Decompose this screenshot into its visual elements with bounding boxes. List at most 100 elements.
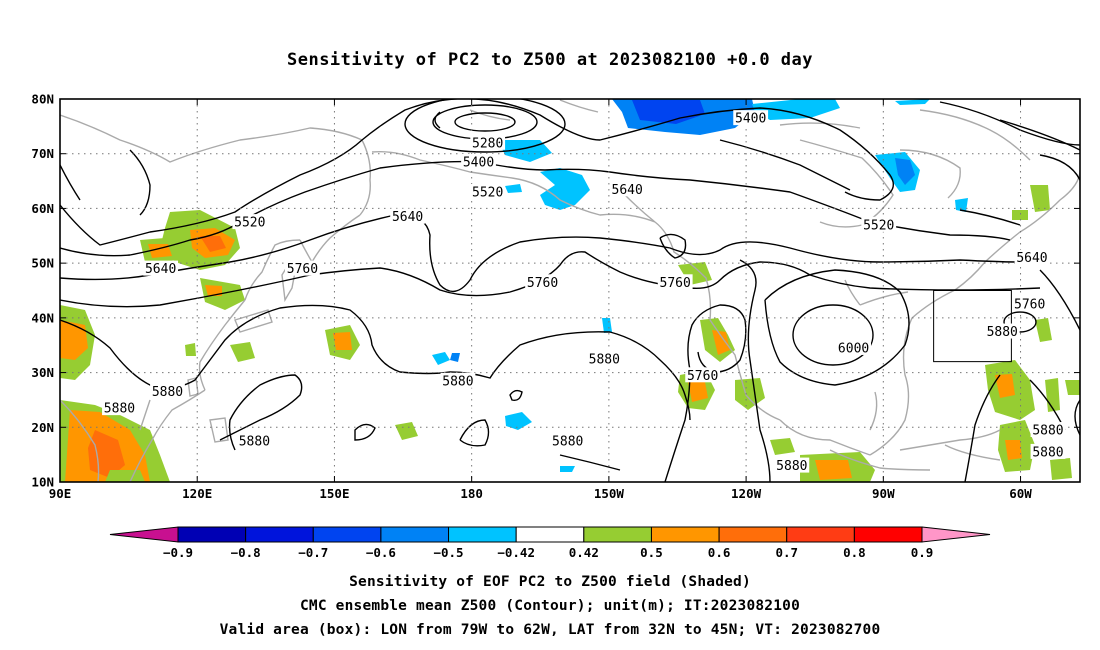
contour-label: 5880 — [589, 352, 620, 367]
contour-label: 5400 — [735, 112, 766, 127]
lon-tick-label: 60W — [1009, 486, 1032, 501]
lon-tick-label: 150W — [594, 486, 625, 501]
contour-label-bg — [1014, 249, 1050, 265]
map-frame — [59, 98, 1081, 483]
contour-label: 5880 — [552, 434, 583, 449]
lat-tick-label: 10N — [31, 475, 54, 490]
footer-line-3: Valid area (box): LON from 79W to 62W, L… — [219, 622, 881, 638]
lon-tick-label: 120E — [182, 486, 212, 501]
contour-label-bg — [984, 323, 1020, 339]
colorbar-segment — [448, 526, 517, 543]
colorbar-segment — [312, 526, 382, 543]
contour-label-bg — [470, 184, 506, 200]
lat-tick-label: 70N — [31, 146, 54, 161]
colorbar-segment — [515, 526, 585, 543]
contour-label-bg — [461, 153, 496, 169]
colorbar-segment — [245, 526, 314, 543]
lat-tick-label: 60N — [31, 201, 54, 216]
contour-label-bg — [440, 372, 476, 388]
colorbar-label: −0.5 — [433, 545, 463, 560]
contour-label-bg — [525, 274, 560, 290]
contour-label: 5640 — [612, 183, 643, 198]
contour-label: 5280 — [472, 136, 503, 151]
contour-label: 5880 — [104, 402, 135, 417]
contour-label: 5400 — [463, 155, 494, 170]
colorbar-label: 0.8 — [843, 545, 866, 560]
map-axis-ticks — [59, 98, 1080, 483]
lon-tick-label: 90E — [49, 486, 72, 501]
contour-label: 5520 — [863, 218, 894, 233]
contour-label: 6000 — [838, 341, 869, 356]
lon-tick-label: 180 — [460, 486, 483, 501]
contour-label: 5760 — [1014, 298, 1045, 313]
lat-tick-label: 80N — [31, 92, 54, 107]
contour-label-bg — [390, 208, 426, 224]
footer-line-2: CMC ensemble mean Z500 (Contour); unit(m… — [299, 598, 801, 614]
colorbar-max-arrow — [921, 526, 991, 543]
colorbar-label: 0.42 — [569, 545, 599, 560]
colorbar-label: 0.9 — [911, 545, 934, 560]
contour-label: 5760 — [527, 276, 558, 291]
contour-label: 5640 — [145, 262, 176, 277]
contour-label: 5880 — [152, 385, 183, 400]
contour-label-bg — [470, 134, 506, 150]
colorbar-segment — [786, 526, 855, 543]
lat-tick-label: 40N — [31, 310, 54, 325]
colorbar-label: −0.42 — [497, 545, 535, 560]
contour-label-bg — [609, 181, 645, 197]
contour-label-bg — [861, 216, 897, 232]
contour-label: 5640 — [392, 210, 423, 225]
contour-label-bg — [836, 339, 871, 355]
lon-tick-label: 120W — [731, 486, 762, 501]
contour-label-bg — [685, 367, 721, 383]
page-title: Sensitivity of PC2 to Z500 at 2023082100… — [286, 50, 813, 70]
contour-label-bg — [232, 214, 268, 230]
footer-line-1: Sensitivity of EOF PC2 to Z500 field (Sh… — [349, 574, 751, 590]
contour-label-bg — [150, 383, 185, 399]
contour-label: 5760 — [687, 369, 718, 384]
contour-labels: 5400 5280 5400 5520 5640 5640 5520 5520 5640 5760… — [102, 110, 1066, 474]
colorbar-segment — [650, 526, 720, 543]
contour-label-bg — [1030, 443, 1066, 459]
colorbar-label: −0.6 — [366, 545, 396, 560]
lat-tick-label: 20N — [31, 420, 54, 435]
contour-label-bg — [657, 274, 693, 290]
lat-tick-label: 50N — [31, 256, 54, 271]
contour-label: 5880 — [1032, 445, 1063, 460]
colorbar-segment — [853, 526, 923, 543]
contour-label: 5880 — [987, 325, 1018, 340]
colorbar-label: 0.6 — [708, 545, 731, 560]
colorbar-min-arrow — [109, 526, 179, 543]
contour-label-bg — [1012, 296, 1048, 312]
contour-label-bg — [586, 350, 622, 366]
contour-label: 5880 — [442, 374, 473, 389]
contour-label-bg — [1030, 422, 1066, 438]
lon-tick-label: 90W — [872, 486, 895, 501]
colorbar-segment — [177, 526, 247, 543]
lat-tick-label: 30N — [31, 365, 54, 380]
contour-label-bg — [236, 432, 272, 448]
contour-label-bg — [143, 260, 179, 276]
contour-label: 5760 — [660, 276, 691, 291]
colorbar-segment — [380, 526, 450, 543]
contour-label: 5880 — [776, 459, 807, 474]
lon-tick-label: 150E — [319, 486, 349, 501]
colorbar-segment — [583, 526, 652, 543]
contour-label: 5760 — [287, 262, 318, 277]
contour-label-bg — [285, 260, 320, 276]
contour-label-bg — [102, 400, 137, 416]
contour-label: 5640 — [1016, 251, 1047, 266]
contour-label: 5880 — [239, 434, 270, 449]
contour-label: 5520 — [472, 186, 503, 201]
contour-label-bg — [733, 110, 769, 126]
colorbar: −0.9 −0.8 −0.7 −0.6 −0.5 −0.42 0.42 0.5 0.6 0.7 0.… — [109, 526, 991, 560]
contour-label-bg — [550, 432, 586, 448]
map-gridlines — [60, 99, 1080, 482]
negative-sensitivity-patches — [432, 99, 968, 472]
colorbar-label: 0.7 — [775, 545, 798, 560]
colorbar-label: −0.9 — [163, 545, 193, 560]
contour-label: 5880 — [1032, 424, 1063, 439]
colorbar-label: 0.5 — [640, 545, 663, 560]
